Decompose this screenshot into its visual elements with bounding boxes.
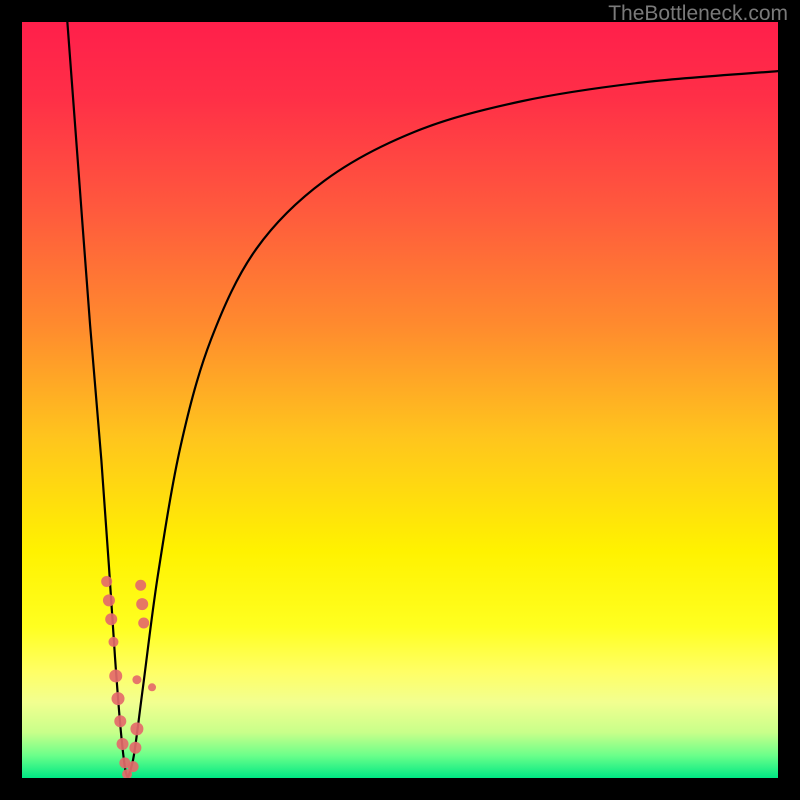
data-point [135, 580, 146, 591]
data-point [114, 715, 126, 727]
data-point [105, 613, 117, 625]
plot-area [22, 22, 778, 778]
data-point [138, 618, 149, 629]
data-point [132, 675, 141, 684]
data-point [112, 692, 125, 705]
curve-right-branch [128, 71, 778, 778]
chart-svg [22, 22, 778, 778]
data-point [130, 722, 143, 735]
curve-left-branch [67, 22, 127, 778]
data-point [129, 742, 141, 754]
watermark-text: TheBottleneck.com [608, 2, 788, 26]
data-point [109, 669, 122, 682]
data-point [148, 683, 156, 691]
chart-frame: TheBottleneck.com [0, 0, 800, 800]
data-point [136, 598, 148, 610]
data-point [108, 637, 118, 647]
data-point [117, 738, 129, 750]
data-point [101, 576, 112, 587]
data-point [128, 761, 139, 772]
data-point [103, 594, 115, 606]
